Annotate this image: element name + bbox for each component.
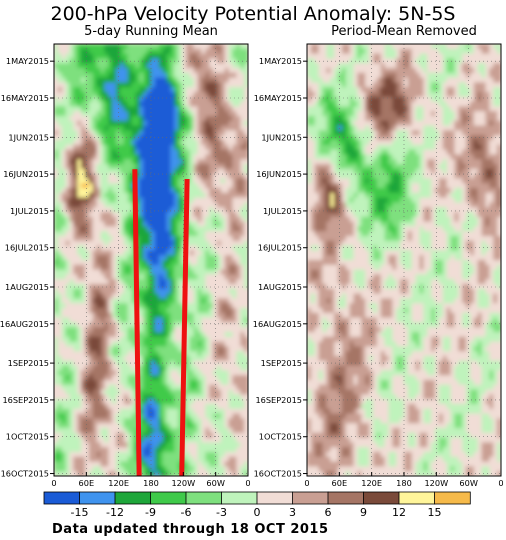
x-tick-label: 0: [304, 478, 309, 488]
y-tick-label: 16MAY2015: [1, 93, 49, 103]
colorbar-swatch: [114, 491, 152, 505]
x-tick-label: 0: [498, 478, 503, 488]
y-tick-label: 16AUG2015: [253, 319, 302, 329]
colorbar-swatch: [221, 491, 258, 505]
colorbar-swatch: [185, 491, 223, 505]
y-tick-label: 16JUL2015: [5, 243, 49, 253]
y-tick-label: 1JUL2015: [263, 206, 302, 216]
y-tick-label: 16AUG2015: [0, 319, 49, 329]
x-axis-left: 0 60E 120E 180 120W 60W 0: [51, 472, 251, 488]
colorbar-swatch: [327, 491, 365, 505]
chart-title: 200-hPa Velocity Potential Anomaly: 5N-5…: [50, 3, 455, 25]
colorbar-label: 9: [360, 506, 367, 519]
panel-right-title: Period-Mean Removed: [331, 24, 477, 39]
annotation-line: [132, 169, 142, 477]
y-tick-label: 16SEP2015: [255, 395, 302, 405]
y-tick-label: 1OCT2015: [6, 432, 49, 442]
y-axis-left: 1MAY2015 16MAY2015 1JUN2015 16JUN2015 1JUL20…: [0, 56, 54, 479]
colorbar-label: 0: [254, 506, 261, 519]
panel-left: 1MAY2015 16MAY2015 1JUN2015 16JUN2015 1JUL20…: [0, 43, 251, 488]
colorbar-label: -15: [71, 506, 89, 519]
y-tick-label: 1JUN2015: [261, 132, 302, 142]
y-tick-label: 16OCT2015: [1, 469, 49, 479]
y-tick-label: 1AUG2015: [258, 282, 302, 292]
x-tick-label: 60E: [79, 478, 95, 488]
y-tick-label: 1MAY2015: [6, 56, 49, 66]
footer-note: Data updated through 18 OCT 2015: [52, 522, 329, 537]
x-tick-label: 120E: [108, 478, 129, 488]
y-tick-label: 16OCT2015: [254, 469, 302, 479]
grid-right: [307, 44, 501, 476]
colorbar-swatch: [256, 491, 294, 505]
colorbar-swatch: [79, 491, 116, 505]
colorbar-swatch: [150, 491, 187, 505]
colorbar-swatch: [43, 491, 81, 505]
y-tick-label: 1AUG2015: [5, 282, 49, 292]
colorbar-label: -6: [181, 506, 192, 519]
colorbar-label: 3: [289, 506, 296, 519]
colorbar-swatch: [398, 491, 436, 505]
heatmap-field-right: [307, 44, 501, 476]
y-tick-label: 16JUN2015: [3, 169, 49, 179]
colorbar-label: -9: [145, 506, 156, 519]
colorbar-swatch: [292, 491, 329, 505]
x-tick-label: 180: [143, 478, 159, 488]
colorbar-label: -3: [216, 506, 227, 519]
x-tick-label: 120E: [361, 478, 382, 488]
colorbar-label: 12: [392, 506, 406, 519]
x-tick-label: 180: [396, 478, 412, 488]
y-tick-label: 1SEP2015: [261, 358, 302, 368]
colorbar-label: 6: [325, 506, 332, 519]
y-tick-label: 1JUN2015: [8, 132, 49, 142]
grid-left: [54, 44, 248, 476]
y-tick-label: 16JUN2015: [256, 169, 302, 179]
y-tick-label: 1MAY2015: [259, 56, 302, 66]
x-tick-label: 0: [245, 478, 250, 488]
y-tick-label: 1OCT2015: [259, 432, 302, 442]
colorbar-label: -12: [106, 506, 124, 519]
y-tick-label: 16JUL2015: [258, 243, 302, 253]
panel-left-title: 5-day Running Mean: [84, 24, 218, 39]
x-tick-label: 120W: [424, 478, 448, 488]
x-tick-label: 60W: [206, 478, 225, 488]
colorbar-swatch: [363, 491, 400, 505]
x-tick-label: 60W: [459, 478, 478, 488]
colorbar: -15 -12 -9 -6 -3 0 3 6 9 12 15: [43, 491, 471, 519]
x-axis-right: 0 60E 120E 180 120W 60W 0: [304, 472, 504, 488]
heatmap-field-left: [54, 44, 248, 476]
x-tick-label: 0: [51, 478, 56, 488]
panel-right: 1MAY2015 16MAY2015 1JUN2015 16JUN2015 1JUL20…: [253, 43, 504, 488]
colorbar-label: 15: [428, 506, 442, 519]
annotation-line: [179, 178, 190, 477]
y-tick-label: 1JUL2015: [10, 206, 49, 216]
annotation-lines: [132, 169, 190, 477]
y-axis-right: 1MAY2015 16MAY2015 1JUN2015 16JUN2015 1JUL20…: [253, 56, 307, 479]
x-tick-label: 60E: [332, 478, 348, 488]
y-tick-label: 1SEP2015: [8, 358, 49, 368]
colorbar-swatch: [434, 491, 471, 505]
x-tick-label: 120W: [171, 478, 195, 488]
y-tick-label: 16SEP2015: [2, 395, 49, 405]
y-tick-label: 16MAY2015: [254, 93, 302, 103]
